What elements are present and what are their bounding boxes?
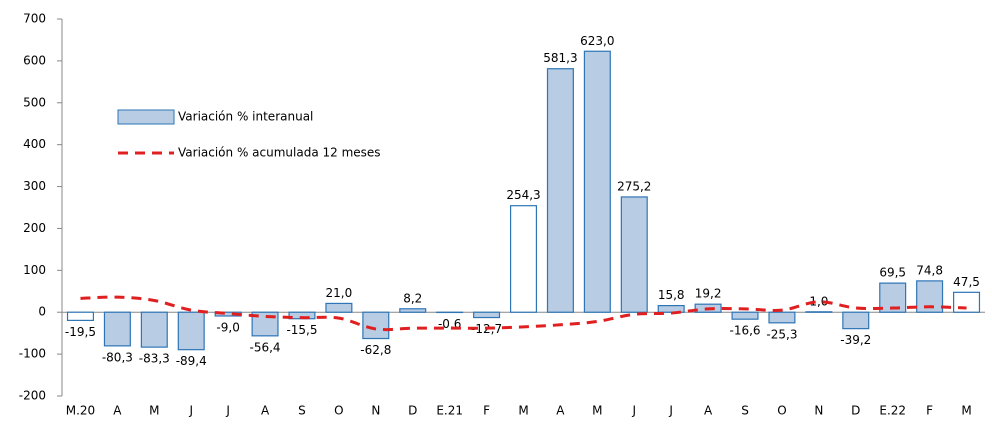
value-label: 47,5 (953, 275, 980, 289)
value-label: 8,2 (403, 291, 422, 305)
y-tick-label: 600 (23, 53, 46, 67)
x-tick-label: A (113, 404, 122, 418)
x-tick-label: N (371, 404, 380, 418)
value-label: 254,3 (506, 188, 540, 202)
bar (732, 312, 758, 319)
y-tick-label: 200 (23, 221, 46, 235)
x-tick-label: E.22 (879, 404, 906, 418)
value-label: 69,5 (879, 266, 906, 280)
x-tick-label: O (777, 404, 786, 418)
x-tick-label: J (668, 404, 673, 418)
x-tick-label: F (483, 404, 490, 418)
value-label: -9,0 (216, 320, 239, 334)
bar (547, 69, 573, 313)
x-tick-label: F (926, 404, 933, 418)
bar (68, 312, 94, 320)
value-label: -25,3 (766, 327, 797, 341)
y-tick-label: -200 (19, 389, 46, 403)
x-tick-label: D (851, 404, 860, 418)
legend-label: Variación % acumulada 12 meses (178, 146, 381, 160)
y-tick-label: 0 (38, 305, 46, 319)
bar (584, 51, 610, 312)
bar (511, 206, 537, 313)
x-tick-label: A (556, 404, 565, 418)
bar (474, 312, 500, 317)
x-tick-label: A (704, 404, 713, 418)
value-label: 275,2 (617, 179, 651, 193)
bar (621, 197, 647, 312)
y-tick-label: 700 (23, 12, 46, 26)
bar (769, 312, 795, 323)
value-label: 15,8 (658, 288, 685, 302)
value-label: -89,4 (176, 354, 207, 368)
y-tick-label: -100 (19, 347, 46, 361)
value-label: 19,2 (695, 287, 722, 301)
y-tick-label: 300 (23, 179, 46, 193)
y-tick-label: 400 (23, 137, 46, 151)
value-label: 74,8 (916, 263, 943, 277)
value-label: -83,3 (139, 352, 170, 366)
bar (400, 309, 426, 312)
x-tick-label: M (518, 404, 528, 418)
value-label: -39,2 (840, 333, 871, 347)
x-tick-label: A (261, 404, 270, 418)
bar (843, 312, 869, 328)
value-label: -56,4 (250, 340, 281, 354)
x-tick-label: S (741, 404, 749, 418)
x-tick-label: S (298, 404, 306, 418)
bar (954, 292, 980, 312)
legend-swatch (118, 110, 174, 124)
value-label: -19,5 (65, 325, 96, 339)
bar (326, 303, 352, 312)
x-tick-label: E.21 (436, 404, 463, 418)
bar (141, 312, 167, 347)
x-tick-label: N (814, 404, 823, 418)
x-tick-label: M (149, 404, 159, 418)
value-label: 581,3 (543, 51, 577, 65)
x-tick-label: D (408, 404, 417, 418)
x-tick-label: M (961, 404, 971, 418)
value-label: -15,5 (286, 323, 317, 337)
value-label: -80,3 (102, 350, 133, 364)
x-tick-label: O (334, 404, 343, 418)
y-tick-label: 100 (23, 263, 46, 277)
x-tick-label: J (188, 404, 193, 418)
x-tick-label: J (631, 404, 636, 418)
x-tick-label: M.20 (66, 404, 95, 418)
bar (178, 312, 204, 349)
value-label: -62,8 (360, 343, 391, 357)
value-label: -16,6 (729, 324, 760, 338)
y-tick-label: 500 (23, 95, 46, 109)
legend-label: Variación % interanual (178, 110, 313, 124)
x-tick-label: M (592, 404, 602, 418)
value-label: 623,0 (580, 34, 614, 48)
bar (104, 312, 130, 346)
value-label: 21,0 (326, 286, 353, 300)
x-tick-label: J (225, 404, 230, 418)
